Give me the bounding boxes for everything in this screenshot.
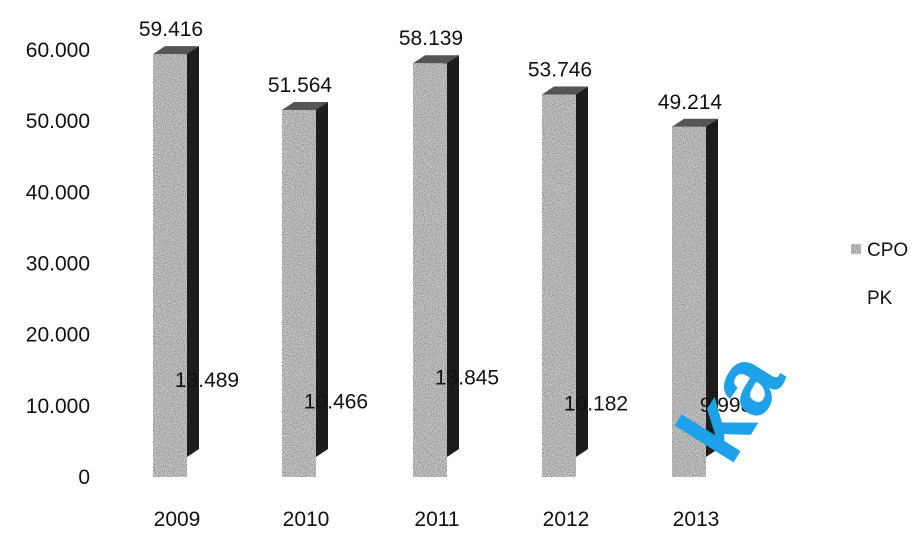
- data-label-pk: 13.489: [175, 369, 239, 392]
- legend-label-pk: PK: [867, 288, 893, 309]
- legend-label-cpo: CPO: [867, 240, 908, 261]
- data-label-cpo: 58.139: [399, 27, 463, 50]
- data-label-pk: 9.998: [700, 394, 753, 417]
- bar-cpo-2013: [672, 126, 706, 477]
- bar-cpo-2012: [542, 94, 576, 478]
- bar-cpo-2009: [153, 54, 187, 478]
- x-tick-label: 2013: [673, 508, 720, 531]
- x-axis: 2009 2010 2011 2012 2013: [154, 508, 720, 531]
- x-tick-label: 2010: [283, 508, 330, 531]
- bar-cpo-side-2009: [187, 46, 199, 458]
- y-tick-label: 10.000: [26, 395, 90, 418]
- y-tick-label: 0: [78, 466, 90, 489]
- bar-cpo-top-2013: [672, 118, 718, 127]
- bar-cpo-top-2011: [413, 55, 459, 64]
- bars: [153, 46, 718, 478]
- bar-cpo-top-2009: [153, 46, 199, 55]
- data-labels: 59.416 13.489 51.564 10.466 58.139 13.845 53.7…: [139, 18, 752, 417]
- y-axis: 0 10.000 20.000 30.000 40.000 50.000 60.000: [26, 39, 90, 489]
- data-label-cpo: 59.416: [139, 18, 203, 41]
- y-tick-label: 30.000: [26, 253, 90, 276]
- legend-swatch-pk: [851, 292, 861, 302]
- x-tick-label: 2009: [154, 508, 201, 531]
- bar-cpo-top-2010: [282, 102, 328, 111]
- data-label-pk: 10.466: [304, 391, 368, 414]
- y-tick-label: 60.000: [26, 39, 90, 62]
- bar-cpo-side-2012: [576, 86, 588, 458]
- data-label-cpo: 51.564: [268, 74, 333, 97]
- y-tick-label: 40.000: [26, 181, 90, 204]
- data-label-cpo: 53.746: [528, 59, 592, 82]
- bar-cpo-2010: [282, 110, 316, 478]
- y-tick-label: 50.000: [26, 110, 90, 133]
- bar-cpo-side-2011: [447, 55, 459, 458]
- y-tick-label: 20.000: [26, 324, 90, 347]
- legend-swatch-cpo: [851, 244, 861, 254]
- data-label-pk: 13.845: [435, 366, 499, 389]
- bar-cpo-top-2012: [542, 86, 588, 95]
- bar-cpo-side-2010: [316, 102, 328, 458]
- x-tick-label: 2012: [543, 508, 590, 531]
- bar-cpo-side-2013: [706, 118, 718, 457]
- data-label-pk: 10.182: [564, 393, 628, 416]
- x-tick-label: 2011: [414, 508, 459, 531]
- bar-cpo-2011: [413, 63, 447, 478]
- legend: CPO PK: [851, 240, 908, 309]
- data-label-cpo: 49.214: [658, 91, 723, 114]
